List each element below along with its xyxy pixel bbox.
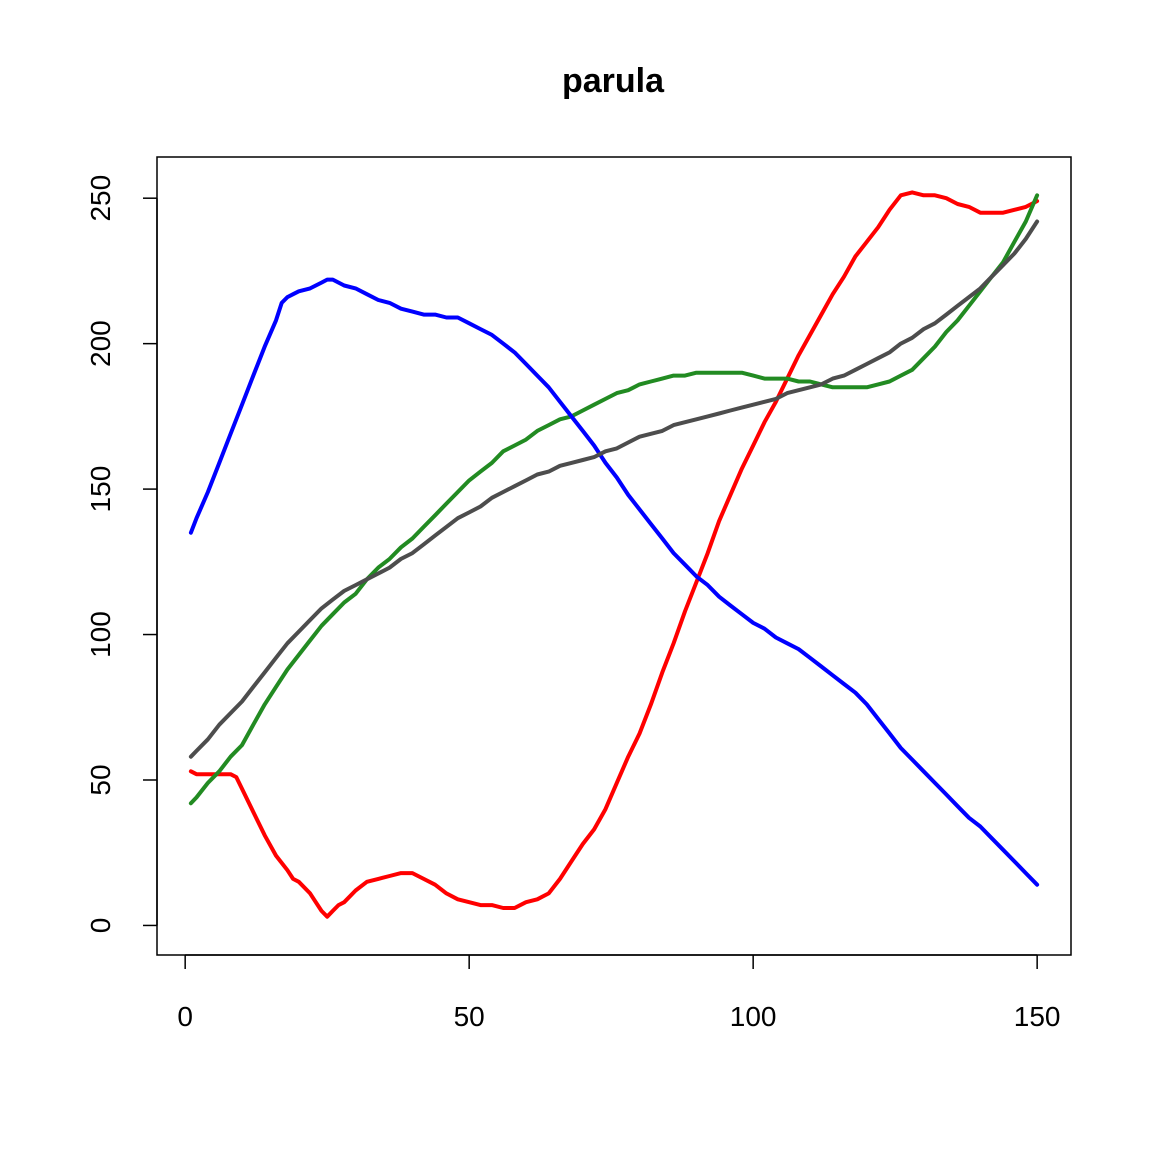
chart-title: parula [562,62,665,100]
x-tick-label: 150 [1014,1001,1061,1032]
x-tick-label: 100 [730,1001,777,1032]
series-line-4 [188,219,1040,759]
y-tick-label: 200 [85,320,116,367]
series-line-3 [188,277,1040,887]
series-layer [188,190,1040,919]
x-tick-label: 50 [454,1001,485,1032]
y-tick-label: 50 [85,764,116,795]
y-tick-label: 150 [85,466,116,513]
plot-area-box [156,156,1072,956]
y-tick-label: 0 [85,918,116,934]
y-tick-label: 250 [85,175,116,222]
y-axis: 0 50 100 150 200 250 [85,175,158,934]
x-axis: 0 50 100 150 [177,954,1061,1032]
series-line-2 [188,193,1040,806]
x-tick-label: 0 [177,1001,193,1032]
y-tick-label: 100 [85,611,116,658]
series-line-1 [188,190,1040,919]
